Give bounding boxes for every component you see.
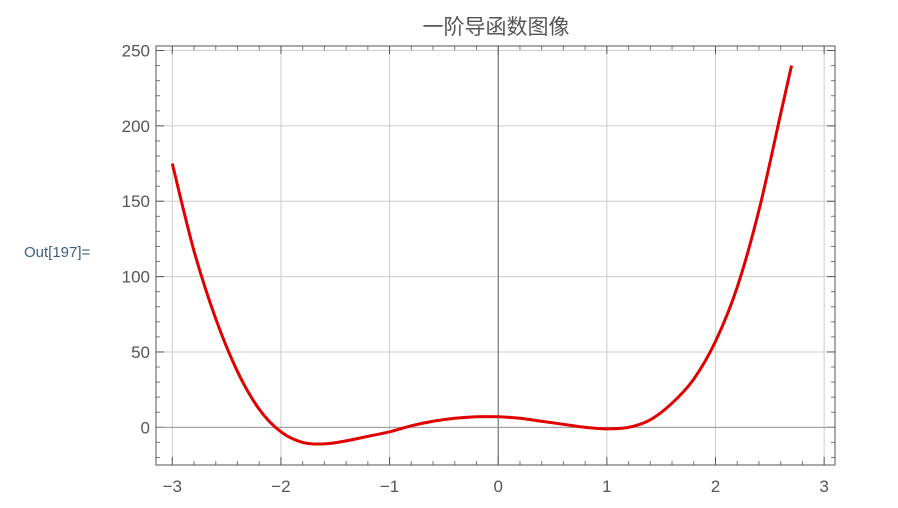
y-tick-label: 50: [131, 343, 150, 362]
output-cell-label: Out[197]=: [24, 244, 91, 261]
x-tick-label: 1: [602, 477, 611, 496]
y-tick-label: 250: [122, 42, 150, 61]
chart-title: 一阶导函数图像: [423, 15, 570, 39]
grid-lines: [156, 46, 835, 465]
y-tick-label: 0: [141, 418, 150, 437]
y-tick-label: 200: [122, 117, 150, 136]
y-tick-label: 100: [122, 268, 150, 287]
x-tick-label: −1: [380, 477, 399, 496]
x-tick-label: 2: [711, 477, 720, 496]
y-tick-label: 150: [122, 192, 150, 211]
x-tick-label: −2: [271, 477, 290, 496]
x-tick-label: 0: [493, 477, 502, 496]
series-group: [170, 65, 794, 446]
tick-labels: −3 −2 −1 0 1 2 3 0 50 100 150 200 250: [122, 42, 829, 496]
axes: [156, 46, 835, 465]
x-tick-label: 3: [819, 477, 828, 496]
series-line: [170, 65, 794, 446]
x-tick-label: −3: [163, 477, 182, 496]
plot-frame: [155, 45, 836, 466]
